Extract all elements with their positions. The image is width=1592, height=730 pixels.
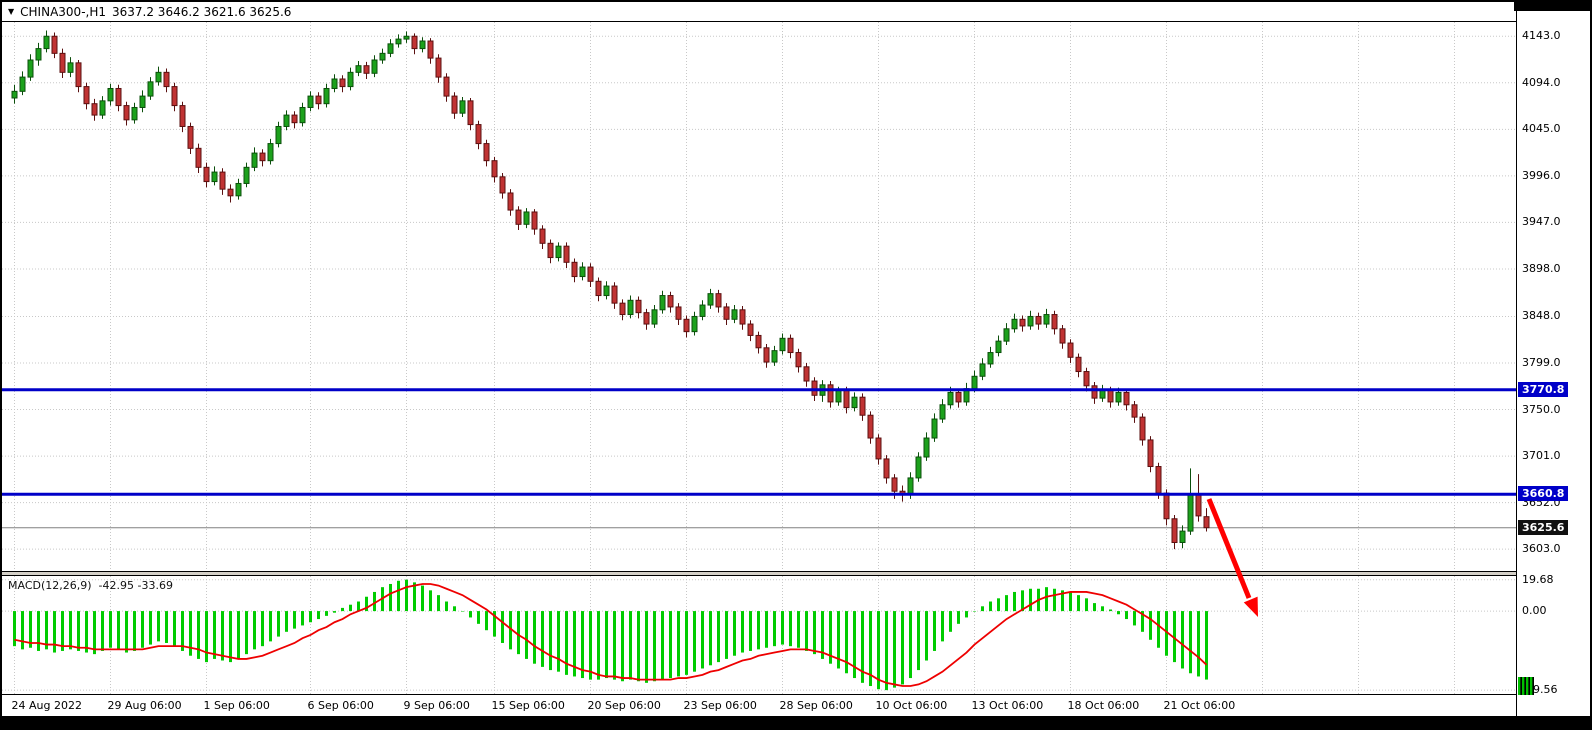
time-tick-label: 9 Sep 06:00 xyxy=(403,699,470,712)
candles-group xyxy=(11,30,1210,550)
panel-separator[interactable] xyxy=(2,571,1592,576)
hline-price-flag: 3660.8 xyxy=(1518,486,1569,502)
time-tick-label: 21 Oct 06:00 xyxy=(1163,699,1236,712)
macd-tick-label: 0.00 xyxy=(1522,604,1547,618)
axis-corner-texture xyxy=(1518,677,1534,695)
time-tick-label: 20 Sep 06:00 xyxy=(587,699,661,712)
time-tick-label: 28 Sep 06:00 xyxy=(779,699,853,712)
price-tick-label: 3947.0 xyxy=(1522,215,1561,229)
current-price-flag: 3625.6 xyxy=(1518,519,1569,535)
price-tick-label: 3996.0 xyxy=(1522,168,1561,182)
macd-indicator-panel[interactable] xyxy=(2,576,1516,694)
chart-title-bar: ▼ CHINA300-,H1 3637.2 3646.2 3621.6 3625… xyxy=(2,2,1516,22)
hline-price-flag: 3770.8 xyxy=(1518,381,1569,397)
candlestick-chart[interactable] xyxy=(2,22,1516,571)
symbol-dropdown-icon[interactable]: ▼ xyxy=(8,6,15,16)
price-tick-label: 3799.0 xyxy=(1522,355,1561,369)
price-chart-area[interactable] xyxy=(2,22,1516,571)
time-tick-label: 29 Aug 06:00 xyxy=(107,699,182,712)
symbol-timeframe-label: CHINA300-,H1 xyxy=(20,4,106,19)
time-tick-label: 1 Sep 06:00 xyxy=(203,699,270,712)
price-tick-label: 4045.0 xyxy=(1522,122,1561,136)
price-axis[interactable]: 4143.0 4094.0 4045.0 3996.0 3947.0 3898.0 3848… xyxy=(1516,2,1590,716)
macd-bottom-separator xyxy=(2,694,1592,695)
time-tick-label: 23 Sep 06:00 xyxy=(683,699,757,712)
price-tick-label: 3898.0 xyxy=(1522,261,1561,275)
macd-indicator-header: MACD(12,26,9) -42.95 -33.69 xyxy=(8,579,173,592)
price-tick-label: 3750.0 xyxy=(1522,402,1561,416)
macd-indicator-name: MACD(12,26,9) xyxy=(8,579,92,592)
price-tick-label: 3848.0 xyxy=(1522,309,1561,323)
macd-chart[interactable] xyxy=(2,576,1516,694)
window-border-bottom xyxy=(0,716,1592,730)
macd-histogram-group xyxy=(13,579,1208,691)
time-tick-label: 10 Oct 06:00 xyxy=(875,699,948,712)
time-tick-label: 13 Oct 06:00 xyxy=(971,699,1044,712)
window-border-right xyxy=(1590,0,1592,730)
ohlc-values: 3637.2 3646.2 3621.6 3625.6 xyxy=(112,4,292,19)
price-tick-label: 3701.0 xyxy=(1522,449,1561,463)
time-tick-label: 15 Sep 06:00 xyxy=(491,699,565,712)
window-border-left xyxy=(0,0,2,730)
window-border-top xyxy=(0,0,1592,2)
macd-tick-label: 19.68 xyxy=(1522,572,1554,586)
time-tick-label: 18 Oct 06:00 xyxy=(1067,699,1140,712)
time-tick-label: 6 Sep 06:00 xyxy=(307,699,374,712)
time-tick-label: 24 Aug 2022 xyxy=(11,699,82,712)
price-tick-label: 4094.0 xyxy=(1522,75,1561,89)
price-tick-label: 4143.0 xyxy=(1522,29,1561,43)
window-corner-block xyxy=(1514,0,1592,11)
price-tick-label: 3603.0 xyxy=(1522,542,1561,556)
macd-signal-line xyxy=(14,583,1208,687)
time-axis[interactable]: 24 Aug 2022 29 Aug 06:00 1 Sep 06:00 6 Sep … xyxy=(2,695,1516,716)
macd-indicator-values: -42.95 -33.69 xyxy=(98,579,173,592)
